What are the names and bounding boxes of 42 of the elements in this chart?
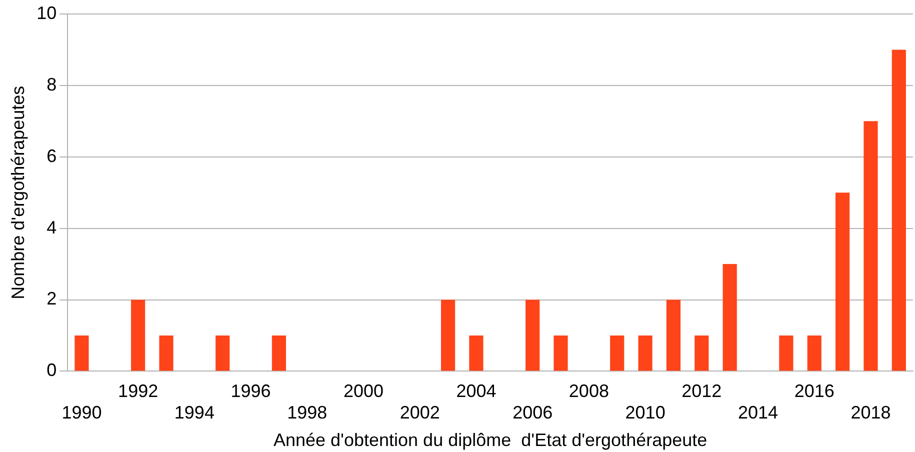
bar: [722, 264, 737, 371]
x-axis-title: Année d'obtention du diplôme d'Etat d'ergothérapeute: [273, 430, 708, 450]
bar: [74, 335, 89, 371]
bar: [272, 335, 286, 371]
x-tick-label: 2012: [682, 380, 722, 401]
x-tick-label: 1998: [287, 402, 328, 423]
bar: [638, 335, 652, 371]
x-tick-label: 2018: [850, 402, 891, 423]
bar: [779, 335, 794, 371]
x-tick-label: 1996: [230, 380, 271, 401]
bar: [216, 335, 230, 371]
bar: [610, 335, 624, 371]
x-tick-label: 2016: [794, 380, 834, 401]
bar: [892, 50, 906, 371]
y-tick-label: 6: [46, 146, 57, 166]
y-tick-label: 2: [46, 288, 57, 309]
y-tick-label: 8: [46, 74, 57, 94]
bar: [131, 300, 146, 371]
bar: [807, 335, 822, 371]
x-tick-label: 1992: [118, 380, 158, 401]
x-tick-label: 2002: [400, 402, 440, 423]
bar: [864, 121, 878, 371]
bar: [836, 192, 850, 371]
bar: [469, 335, 484, 371]
y-tick-label: 4: [46, 217, 57, 238]
bar: [440, 300, 456, 371]
x-tick-label: 2008: [568, 380, 609, 401]
y-tick-label: 0: [46, 360, 57, 380]
x-tick-label: 1994: [174, 402, 214, 423]
bar: [666, 300, 681, 371]
x-tick-label: 2006: [512, 402, 553, 423]
x-tick-label: 1990: [62, 402, 102, 423]
x-tick-label: 2004: [456, 380, 496, 401]
x-tick-label: 2014: [738, 402, 778, 423]
x-tick-label: 2000: [343, 380, 384, 401]
bar: [694, 335, 709, 371]
x-tick-label: 2010: [625, 402, 666, 423]
bar: [159, 335, 174, 371]
y-tick-label: 10: [36, 2, 57, 23]
y-axis-title: Nombre d'ergothérapeutes: [8, 86, 28, 300]
bar: [526, 300, 540, 371]
bar: [554, 335, 568, 371]
